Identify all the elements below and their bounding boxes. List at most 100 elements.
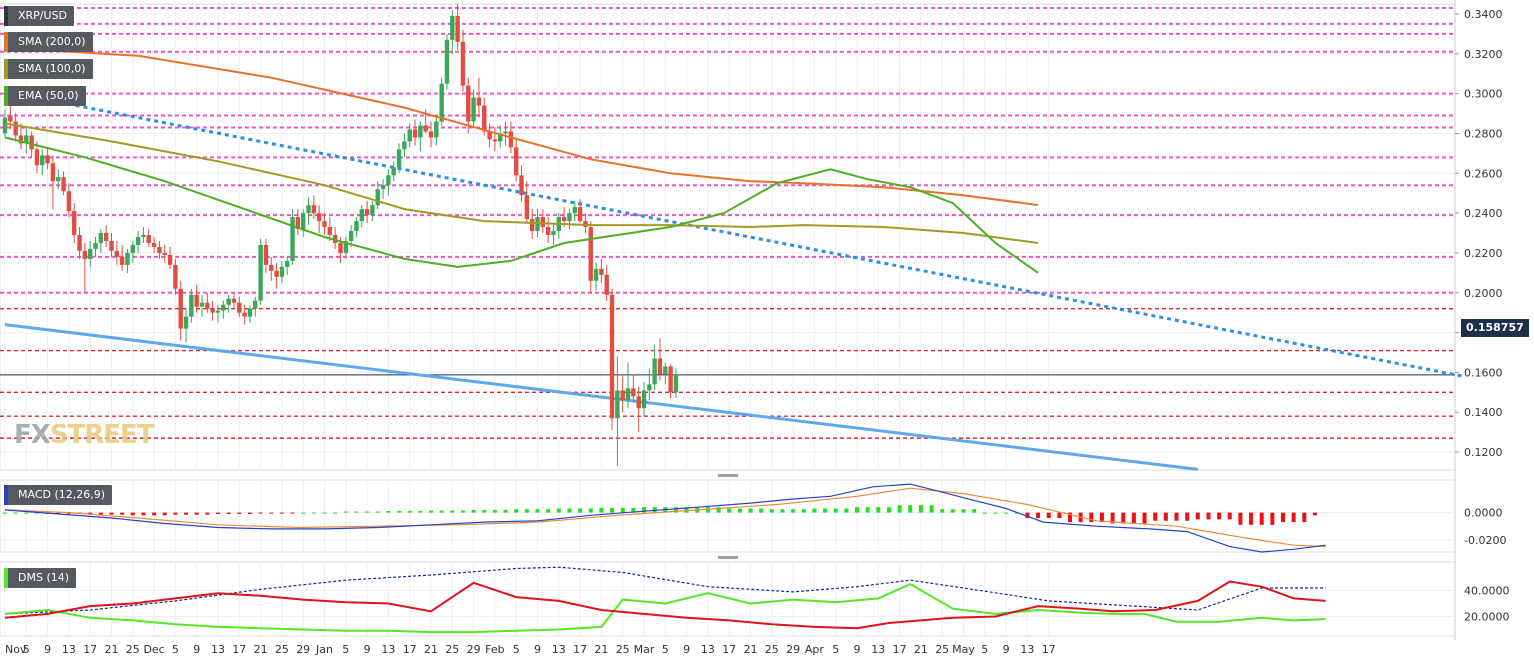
candle-body — [109, 240, 114, 251]
candle-body — [98, 233, 104, 243]
y-tick-label: 0.2000 — [1464, 287, 1503, 300]
macd-histogram-bar — [1163, 512, 1168, 521]
macd-histogram-bar — [88, 512, 93, 515]
macd-histogram-bar — [1057, 512, 1062, 519]
x-tick-label: 13 — [211, 643, 225, 656]
macd-histogram-bar — [279, 512, 284, 514]
watermark-fx: FX — [14, 420, 51, 450]
macd-signal-line — [4, 487, 1326, 548]
macd-y-tick-label: -0.0200 — [1464, 534, 1506, 547]
candle-body — [61, 177, 66, 192]
macd-histogram-bar — [1291, 512, 1296, 523]
x-tick-label: 17 — [573, 643, 587, 656]
macd-histogram-bar — [194, 512, 199, 515]
macd-histogram-bar — [823, 508, 828, 513]
candle-body — [311, 205, 317, 214]
macd-histogram-bar — [1302, 512, 1307, 523]
macd-histogram-bar — [1238, 512, 1243, 525]
candle-body — [199, 302, 205, 307]
x-tick-label: 13 — [62, 643, 76, 656]
macd-histogram-bar — [588, 508, 593, 513]
candle-body — [242, 312, 247, 317]
macd-histogram-bar — [1046, 512, 1051, 519]
legend-sma200[interactable]: SMA (200,0) — [4, 32, 93, 52]
macd-histogram-bar — [748, 508, 753, 513]
candle-body — [66, 191, 72, 212]
candle-body — [588, 227, 593, 281]
candle-body — [151, 242, 157, 247]
legend-ema50[interactable]: EMA (50,0) — [4, 86, 86, 106]
macd-histogram-bar — [865, 507, 870, 513]
macd-histogram-bar — [1249, 512, 1254, 525]
x-tick-label: Nov — [5, 643, 27, 656]
candle-body — [231, 298, 237, 303]
macd-histogram-bar — [343, 511, 348, 513]
macd-histogram-bar — [24, 512, 29, 514]
macd-histogram-bar — [482, 509, 487, 513]
legend-dms-label: DMS (14) — [18, 571, 70, 584]
candle-body — [354, 221, 359, 232]
channel-line — [4, 323, 1198, 471]
x-tick-label: Feb — [485, 643, 504, 656]
legend-macd[interactable]: MACD (12,26,9) — [4, 485, 113, 505]
x-tick-label: 9 — [854, 643, 861, 656]
macd-histogram-bar — [1025, 512, 1030, 519]
macd-histogram-bar — [66, 512, 71, 514]
x-tick-label: 21 — [744, 643, 758, 656]
candle-body — [114, 250, 120, 257]
x-tick-label: 5 — [832, 643, 839, 656]
macd-histogram-bar — [642, 507, 646, 513]
legend-symbol[interactable]: XRP/USD — [4, 6, 75, 26]
candle-body — [492, 139, 498, 142]
x-tick-label: 9 — [683, 643, 690, 656]
candle-body — [205, 302, 210, 309]
candle-body — [423, 125, 428, 132]
watermark-logo: FXSTREET — [14, 420, 155, 450]
candle-body — [348, 231, 354, 241]
macd-histogram-bar — [450, 510, 455, 513]
macd-histogram-bar — [141, 512, 146, 516]
x-tick-label: 17 — [83, 643, 97, 656]
macd-histogram-bar — [620, 507, 625, 513]
macd-histogram-bar — [162, 512, 167, 516]
macd-histogram-bar — [759, 508, 764, 513]
candle-body — [130, 244, 135, 253]
candle-body — [327, 227, 333, 236]
x-tick-label: 25 — [935, 643, 949, 656]
candle-body — [482, 105, 487, 132]
candle-body — [82, 250, 88, 259]
candle-body — [237, 302, 242, 313]
x-tick-label: 9 — [364, 643, 371, 656]
candle-body — [29, 135, 34, 150]
macd-histogram-bar — [386, 510, 391, 513]
x-tick-label: 5 — [981, 643, 988, 656]
candle-body — [338, 242, 343, 253]
macd-histogram-bar — [780, 509, 785, 513]
x-tick-label: 5 — [662, 643, 669, 656]
macd-histogram-bar — [322, 512, 327, 514]
candle-body — [567, 213, 572, 222]
macd-histogram-bar — [56, 512, 61, 514]
y-tick-label: 0.1200 — [1464, 446, 1503, 459]
macd-histogram-bar — [333, 512, 338, 514]
y-tick-label: 0.3400 — [1464, 8, 1503, 21]
x-tick-label: 5 — [342, 643, 349, 656]
candle-body — [279, 266, 285, 277]
legend-dms[interactable]: DMS (14) — [4, 568, 77, 588]
macd-line — [4, 483, 1326, 553]
macd-histogram-bar — [514, 509, 519, 513]
x-tick-label: May — [952, 643, 975, 656]
candle-body — [647, 384, 652, 391]
candle-body — [364, 209, 370, 216]
macd-histogram-bar — [205, 512, 210, 515]
x-tick-label: 25 — [126, 643, 140, 656]
macd-histogram-bar — [354, 511, 359, 513]
x-tick-label: Dec — [143, 643, 164, 656]
x-tick-label: 29 — [786, 643, 800, 656]
legend-sma100[interactable]: SMA (100,0) — [4, 59, 93, 79]
x-tick-label: Mar — [634, 643, 655, 656]
candle-body — [306, 205, 311, 214]
sma200-line — [4, 46, 1039, 207]
macd-histogram-bar — [471, 509, 476, 513]
candle-body — [434, 121, 439, 138]
